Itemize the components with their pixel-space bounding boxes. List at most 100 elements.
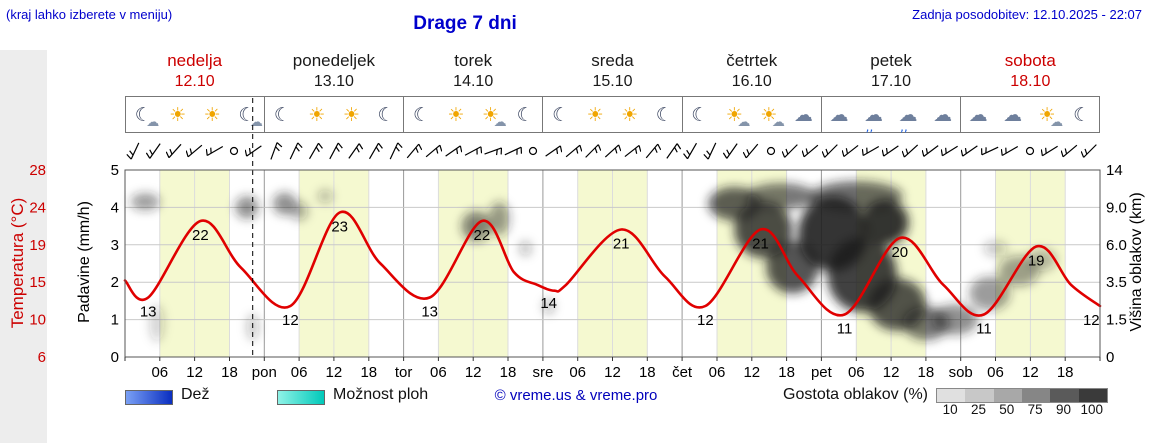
svg-text:23: 23 bbox=[331, 219, 348, 236]
cloud-icon: ☁ bbox=[968, 103, 988, 126]
wind-barb-icon bbox=[564, 139, 582, 163]
wind-barb-icon bbox=[165, 139, 184, 163]
svg-text:06: 06 bbox=[569, 364, 586, 381]
svg-text:pet: pet bbox=[811, 364, 833, 381]
cloud-rain-icon: ☁ ‚‚ bbox=[864, 103, 883, 134]
cloud-icon: ☁ bbox=[793, 103, 813, 126]
day-icons-petek: ☁ ☁ ‚‚ ☁ ‚‚ ☁ bbox=[822, 97, 961, 134]
svg-text:13: 13 bbox=[421, 304, 438, 321]
copyright-link[interactable]: © vreme.us & vreme.pro bbox=[494, 387, 658, 404]
svg-text:3.5: 3.5 bbox=[1106, 274, 1127, 291]
showers-legend-label: Možnost ploh bbox=[333, 386, 429, 403]
temperature-curve bbox=[123, 210, 1102, 317]
wind-barb-icon bbox=[861, 139, 880, 163]
cloud-density-label: Gostota oblakov (%) bbox=[783, 386, 928, 403]
svg-text:06: 06 bbox=[848, 364, 865, 381]
svg-text:06: 06 bbox=[709, 364, 726, 381]
wind-barb-icon bbox=[981, 139, 999, 163]
daytime-bands bbox=[159, 170, 1066, 357]
wind-barb-icon bbox=[663, 139, 682, 163]
svg-text:18: 18 bbox=[221, 364, 238, 381]
sun-icon: ☀ bbox=[342, 103, 360, 126]
svg-text:19: 19 bbox=[1028, 253, 1045, 270]
day-icons-sobota: ☁ ☁ ☀ ☁ ☾ bbox=[961, 97, 1099, 132]
wind-barb-icon bbox=[225, 139, 243, 163]
wind-barb-icon bbox=[742, 139, 761, 163]
precip-axis-ticks: 5 4 3 2 1 0 bbox=[111, 162, 119, 366]
cloud-density-scale bbox=[936, 388, 1108, 403]
sun-icon: ☀ bbox=[621, 103, 639, 126]
wind-barb-icon bbox=[126, 139, 144, 163]
svg-text:1.5: 1.5 bbox=[1106, 312, 1127, 329]
wind-barb-icon bbox=[1000, 139, 1019, 163]
cloud-rain-icon: ☁ ‚‚ bbox=[898, 103, 918, 134]
moon-icon: ☾ bbox=[413, 103, 431, 126]
day-name: torek bbox=[454, 51, 493, 70]
sun-icon: ☀ bbox=[586, 103, 604, 126]
day-name: nedelja bbox=[167, 51, 223, 70]
showers-legend-swatch bbox=[277, 390, 325, 405]
svg-text:4: 4 bbox=[111, 199, 119, 216]
svg-text:13: 13 bbox=[140, 304, 157, 321]
svg-text:06: 06 bbox=[987, 364, 1004, 381]
wind-barb-icon bbox=[583, 139, 602, 163]
svg-text:18: 18 bbox=[778, 364, 795, 381]
wind-barb-icon bbox=[821, 139, 840, 163]
wind-barb-icon bbox=[781, 139, 800, 163]
wind-barb-icon bbox=[385, 139, 403, 163]
level-gridlines bbox=[125, 206, 1100, 321]
svg-text:18: 18 bbox=[360, 364, 377, 381]
rain-legend-swatch bbox=[125, 390, 173, 405]
day-header-sobota: sobota 18.10 bbox=[961, 51, 1100, 91]
page-title: Drage 7 dni bbox=[413, 13, 517, 34]
sun-icon: ☀ bbox=[308, 103, 326, 126]
wind-barb-icon bbox=[544, 139, 562, 163]
precip-axis-title: Padavine (mm/h) bbox=[76, 201, 93, 323]
wind-barb-icon bbox=[960, 139, 979, 163]
day-header-četrtek: četrtek 16.10 bbox=[682, 51, 821, 91]
density-tick-label: 25 bbox=[970, 402, 986, 417]
svg-text:6.0: 6.0 bbox=[1106, 237, 1127, 254]
svg-text:sre: sre bbox=[532, 364, 553, 381]
moon-icon: ☾ bbox=[516, 103, 534, 126]
moon-icon: ☾ bbox=[691, 103, 709, 126]
svg-text:12: 12 bbox=[743, 364, 760, 381]
svg-text:pon: pon bbox=[252, 364, 277, 381]
wind-barb-icon bbox=[365, 139, 383, 163]
day-icons-torek: ☾ ☀ ☀ ☁ ☾ bbox=[404, 97, 544, 132]
density-cell bbox=[1021, 389, 1051, 402]
svg-text:sob: sob bbox=[949, 364, 973, 381]
density-cell bbox=[1050, 389, 1079, 402]
svg-text:12: 12 bbox=[326, 364, 343, 381]
day-name: sobota bbox=[1004, 51, 1056, 70]
wind-barb-icon bbox=[881, 139, 900, 163]
rain-legend-label: Dež bbox=[181, 386, 210, 403]
last-updated: Zadnja posodobitev: 12.10.2025 - 22:07 bbox=[912, 7, 1142, 22]
svg-text:18: 18 bbox=[1057, 364, 1074, 381]
wind-barb-icon bbox=[762, 139, 780, 163]
wind-barb-icon bbox=[603, 139, 622, 163]
svg-text:22: 22 bbox=[474, 227, 491, 244]
sun-cloud-icon: ☀ ☁ bbox=[760, 103, 785, 130]
moon-cloud-icon: ☾ ☁ bbox=[134, 103, 160, 130]
svg-text:čet: čet bbox=[672, 364, 693, 381]
cloud-icon: ☁ bbox=[1003, 103, 1023, 126]
svg-text:06: 06 bbox=[430, 364, 447, 381]
wind-barb-icon bbox=[801, 139, 820, 163]
wind-barb-icon bbox=[265, 139, 283, 163]
day-icons-ponedeljek: ☾ ☀ ☀ ☾ bbox=[265, 97, 405, 132]
moon-icon: ☾ bbox=[655, 103, 673, 126]
day-header-nedelja: nedelja 12.10 bbox=[125, 51, 264, 91]
day-icons-sreda: ☾ ☀ ☀ ☾ bbox=[543, 97, 683, 132]
day-header-sreda: sreda 15.10 bbox=[543, 51, 682, 91]
day-date: 12.10 bbox=[174, 73, 215, 90]
svg-text:21: 21 bbox=[752, 236, 769, 253]
svg-text:2: 2 bbox=[111, 274, 119, 291]
header-note: (kraj lahko izberete v meniju) bbox=[6, 7, 173, 22]
wind-barb-icon bbox=[941, 139, 959, 163]
day-name: četrtek bbox=[726, 51, 778, 70]
svg-text:tor: tor bbox=[395, 364, 413, 381]
cloud-axis-ticks: 14 9.0 6.0 3.5 1.5 0 bbox=[1106, 162, 1127, 366]
density-tick-label: 100 bbox=[1080, 402, 1104, 417]
temp-axis-title: Temperatura (°C) bbox=[8, 197, 27, 329]
